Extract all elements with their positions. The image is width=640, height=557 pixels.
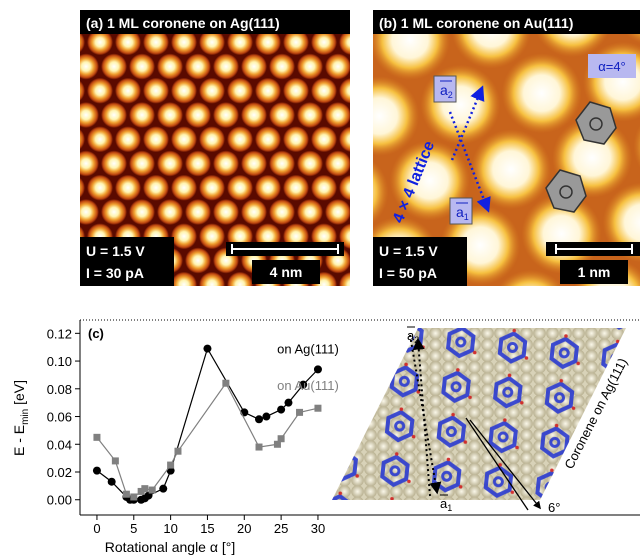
y-tick-label: 0.04: [47, 437, 72, 452]
molecule-layer: [332, 328, 626, 500]
scale-label: 4 nm: [270, 264, 303, 280]
angle-label: 6°: [548, 500, 560, 515]
angle-label: α=4°: [598, 59, 626, 74]
marker: [277, 406, 285, 414]
panel-b: (b) 1 ML coronene on Au(111) α=4° a2 a1 …: [373, 10, 640, 286]
marker: [141, 485, 148, 492]
marker: [123, 491, 130, 498]
x-tick-label: 5: [130, 521, 137, 536]
series-line: [97, 383, 318, 497]
marker: [174, 448, 181, 455]
current-label: I = 30 pA: [86, 265, 144, 281]
schematic: a2 a1 6° Coronene on Ag(111): [332, 327, 630, 515]
marker: [112, 457, 119, 464]
x-tick-label: 20: [237, 521, 251, 536]
y-axis-title: E - Emin [eV]: [11, 380, 31, 456]
marker: [93, 467, 101, 475]
scale-label: 1 nm: [578, 264, 611, 280]
marker: [296, 409, 303, 416]
panel-label: (c): [88, 326, 104, 341]
x-tick-label: 0: [93, 521, 100, 536]
marker: [278, 435, 285, 442]
marker: [314, 365, 322, 373]
marker: [222, 380, 229, 387]
marker: [314, 405, 321, 412]
x-tick-label: 30: [311, 521, 325, 536]
marker: [159, 485, 167, 493]
legend-label: on Au(111): [277, 378, 339, 393]
x-tick-label: 10: [163, 521, 177, 536]
y-tick-label: 0.06: [47, 410, 72, 425]
legend-label: on Ag(111): [277, 341, 339, 356]
current-label: I = 50 pA: [379, 265, 437, 281]
figure: (a) 1 ML coronene on Ag(111) U = 1.5 V I…: [0, 0, 640, 557]
bias-label: U = 1.5 V: [86, 243, 145, 259]
marker: [108, 478, 116, 486]
marker: [149, 487, 156, 494]
bias-label: U = 1.5 V: [379, 243, 438, 259]
marker: [255, 415, 263, 423]
x-axis-title: Rotational angle α [°]: [105, 539, 235, 555]
marker: [130, 493, 137, 500]
marker: [93, 434, 100, 441]
y-tick-label: 0.00: [47, 493, 72, 508]
marker: [284, 399, 292, 407]
marker: [262, 413, 270, 421]
marker: [167, 462, 174, 469]
marker: [203, 345, 211, 353]
y-tick-label: 0.10: [47, 354, 72, 369]
y-tick-label: 0.08: [47, 382, 72, 397]
y-tick-label: 0.02: [47, 465, 72, 480]
series-line: [97, 349, 318, 500]
panel-a: (a) 1 ML coronene on Ag(111) U = 1.5 V I…: [80, 10, 350, 286]
marker: [256, 444, 263, 451]
y-tick-label: 0.12: [47, 326, 72, 341]
x-tick-label: 25: [274, 521, 288, 536]
x-tick-label: 15: [200, 521, 214, 536]
panel-title: (a) 1 ML coronene on Ag(111): [86, 15, 280, 31]
panel-title: (b) 1 ML coronene on Au(111): [379, 15, 573, 31]
